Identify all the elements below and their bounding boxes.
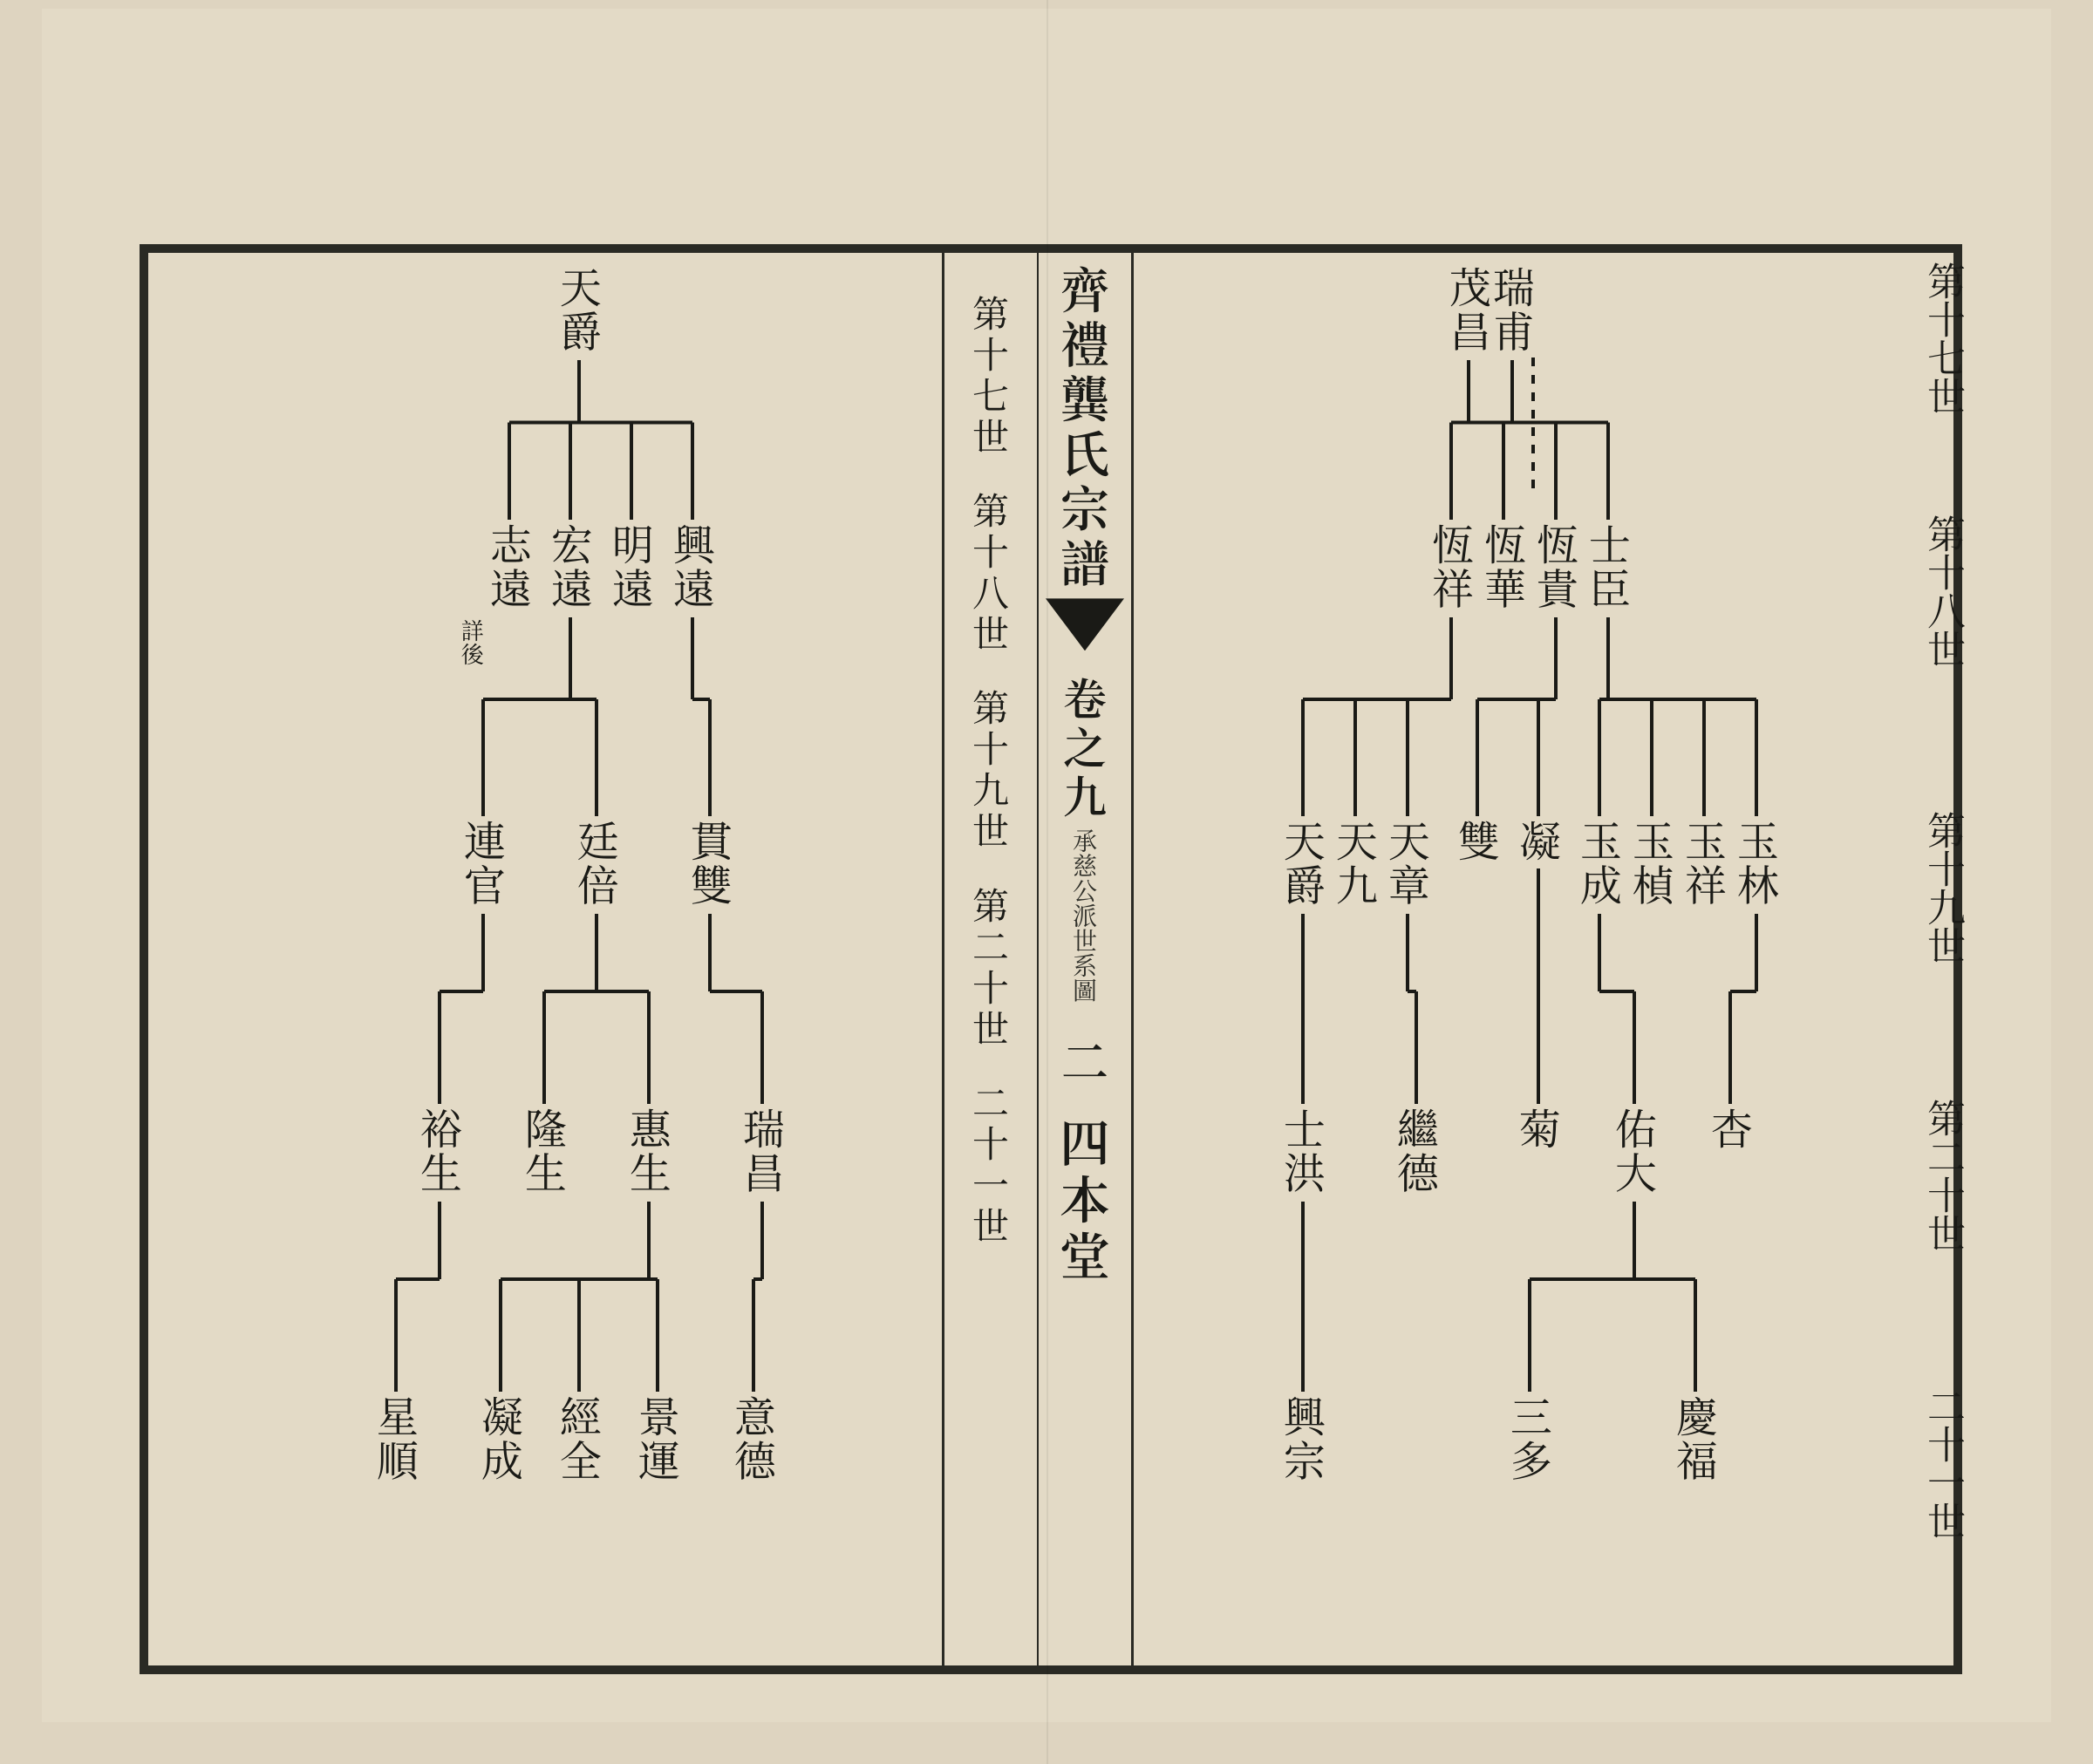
fishtail-mark — [1046, 598, 1124, 650]
person-xing: 杏 — [1709, 1107, 1753, 1151]
page: 第十七世 第十八世 第十九世 第二十世 二十一世 齊禮龔氏宗譜 卷之九 承慈公派… — [0, 0, 2093, 1764]
person-hongyuan: 宏遠 — [549, 523, 593, 611]
person-henggui: 恆貴 — [1535, 523, 1578, 611]
center-strip: 第十七世 第十八世 第十九世 第二十世 二十一世 齊禮龔氏宗譜 卷之九 承慈公派… — [942, 253, 1134, 1665]
person-guanshuang: 貫雙 — [689, 820, 733, 908]
person-zhiyuan: 志遠 — [488, 523, 532, 611]
person-yusheng: 裕生 — [419, 1107, 462, 1195]
person-yulin: 玉林 — [1735, 820, 1779, 908]
gen-label-19: 第十九世 — [965, 656, 1017, 853]
right-margin-gen-20: 第二十世 — [1919, 1099, 1974, 1252]
person-tianzhang: 天章 — [1387, 820, 1430, 908]
person-ruichang: 瑞昌 — [741, 1107, 785, 1195]
gen-label-17: 第十七世 — [965, 262, 1017, 459]
strip-right-col: 齊禮龔氏宗譜 卷之九 承慈公派世系圖 二 四本堂 — [1039, 253, 1131, 1665]
person-ju: 菊 — [1517, 1107, 1561, 1151]
person-tianjue_r: 天爵 — [1282, 820, 1326, 908]
right-margin-gen-19: 第十九世 — [1919, 811, 1974, 964]
person-yuzhen: 玉楨 — [1631, 820, 1674, 908]
person-qingfu: 慶福 — [1674, 1395, 1718, 1483]
person-hengxiang: 恆祥 — [1430, 523, 1474, 611]
gen-label-20: 第二十世 — [965, 854, 1017, 1051]
person-shuang_r: 雙 — [1456, 820, 1500, 863]
person-tianjiu: 天九 — [1334, 820, 1378, 908]
person-shichen: 士臣 — [1587, 523, 1631, 611]
right-margin-gen-18: 第十八世 — [1919, 514, 1974, 668]
person-yucheng: 玉成 — [1578, 820, 1622, 908]
gen-label-21: 二十一世 — [965, 1051, 1017, 1248]
gen-label-18: 第十八世 — [965, 459, 1017, 656]
person-lianguan: 連官 — [462, 820, 506, 908]
page-number: 二 — [1052, 1003, 1119, 1090]
person-jingyun: 景運 — [637, 1395, 680, 1483]
strip-left-col: 第十七世 第十八世 第十九世 第二十世 二十一世 — [944, 253, 1039, 1665]
person-tingbei: 廷倍 — [576, 820, 619, 908]
person-tianjue_l: 天爵 — [558, 266, 602, 354]
person-jide: 繼德 — [1395, 1107, 1439, 1195]
person-yuxiang: 玉祥 — [1683, 820, 1727, 908]
person-yide: 意德 — [733, 1395, 776, 1483]
person-ning: 凝 — [1517, 820, 1561, 863]
book-title: 齊禮龔氏宗譜 — [1050, 262, 1120, 593]
right-margin-gen-17: 第十七世 — [1919, 262, 1974, 415]
person-sanduo: 三多 — [1509, 1395, 1552, 1483]
person-ningcheng: 凝成 — [480, 1395, 523, 1483]
person-xingshun: 星順 — [375, 1395, 419, 1483]
person-youda: 佑大 — [1613, 1107, 1657, 1195]
person-xingyuan: 興遠 — [672, 523, 715, 611]
hall-name: 四本堂 — [1048, 1091, 1121, 1287]
note-zhiyuan: 詳後 — [460, 619, 484, 667]
person-longsheng: 隆生 — [523, 1107, 567, 1195]
person-huisheng: 惠生 — [628, 1107, 672, 1195]
person-xingzong: 興宗 — [1282, 1395, 1326, 1483]
person-henghua: 恆華 — [1483, 523, 1526, 611]
volume-label: 卷之九 — [1053, 650, 1116, 823]
person-mingyuan: 明遠 — [610, 523, 654, 611]
person-jingquan: 經全 — [558, 1395, 602, 1483]
person-shihong: 士洪 — [1282, 1107, 1326, 1195]
person-maochang: 茂昌 — [1448, 266, 1491, 354]
subtitle: 承慈公派世系圖 — [1067, 823, 1102, 1003]
right-margin-gen-21: 二十一世 — [1919, 1386, 1974, 1540]
